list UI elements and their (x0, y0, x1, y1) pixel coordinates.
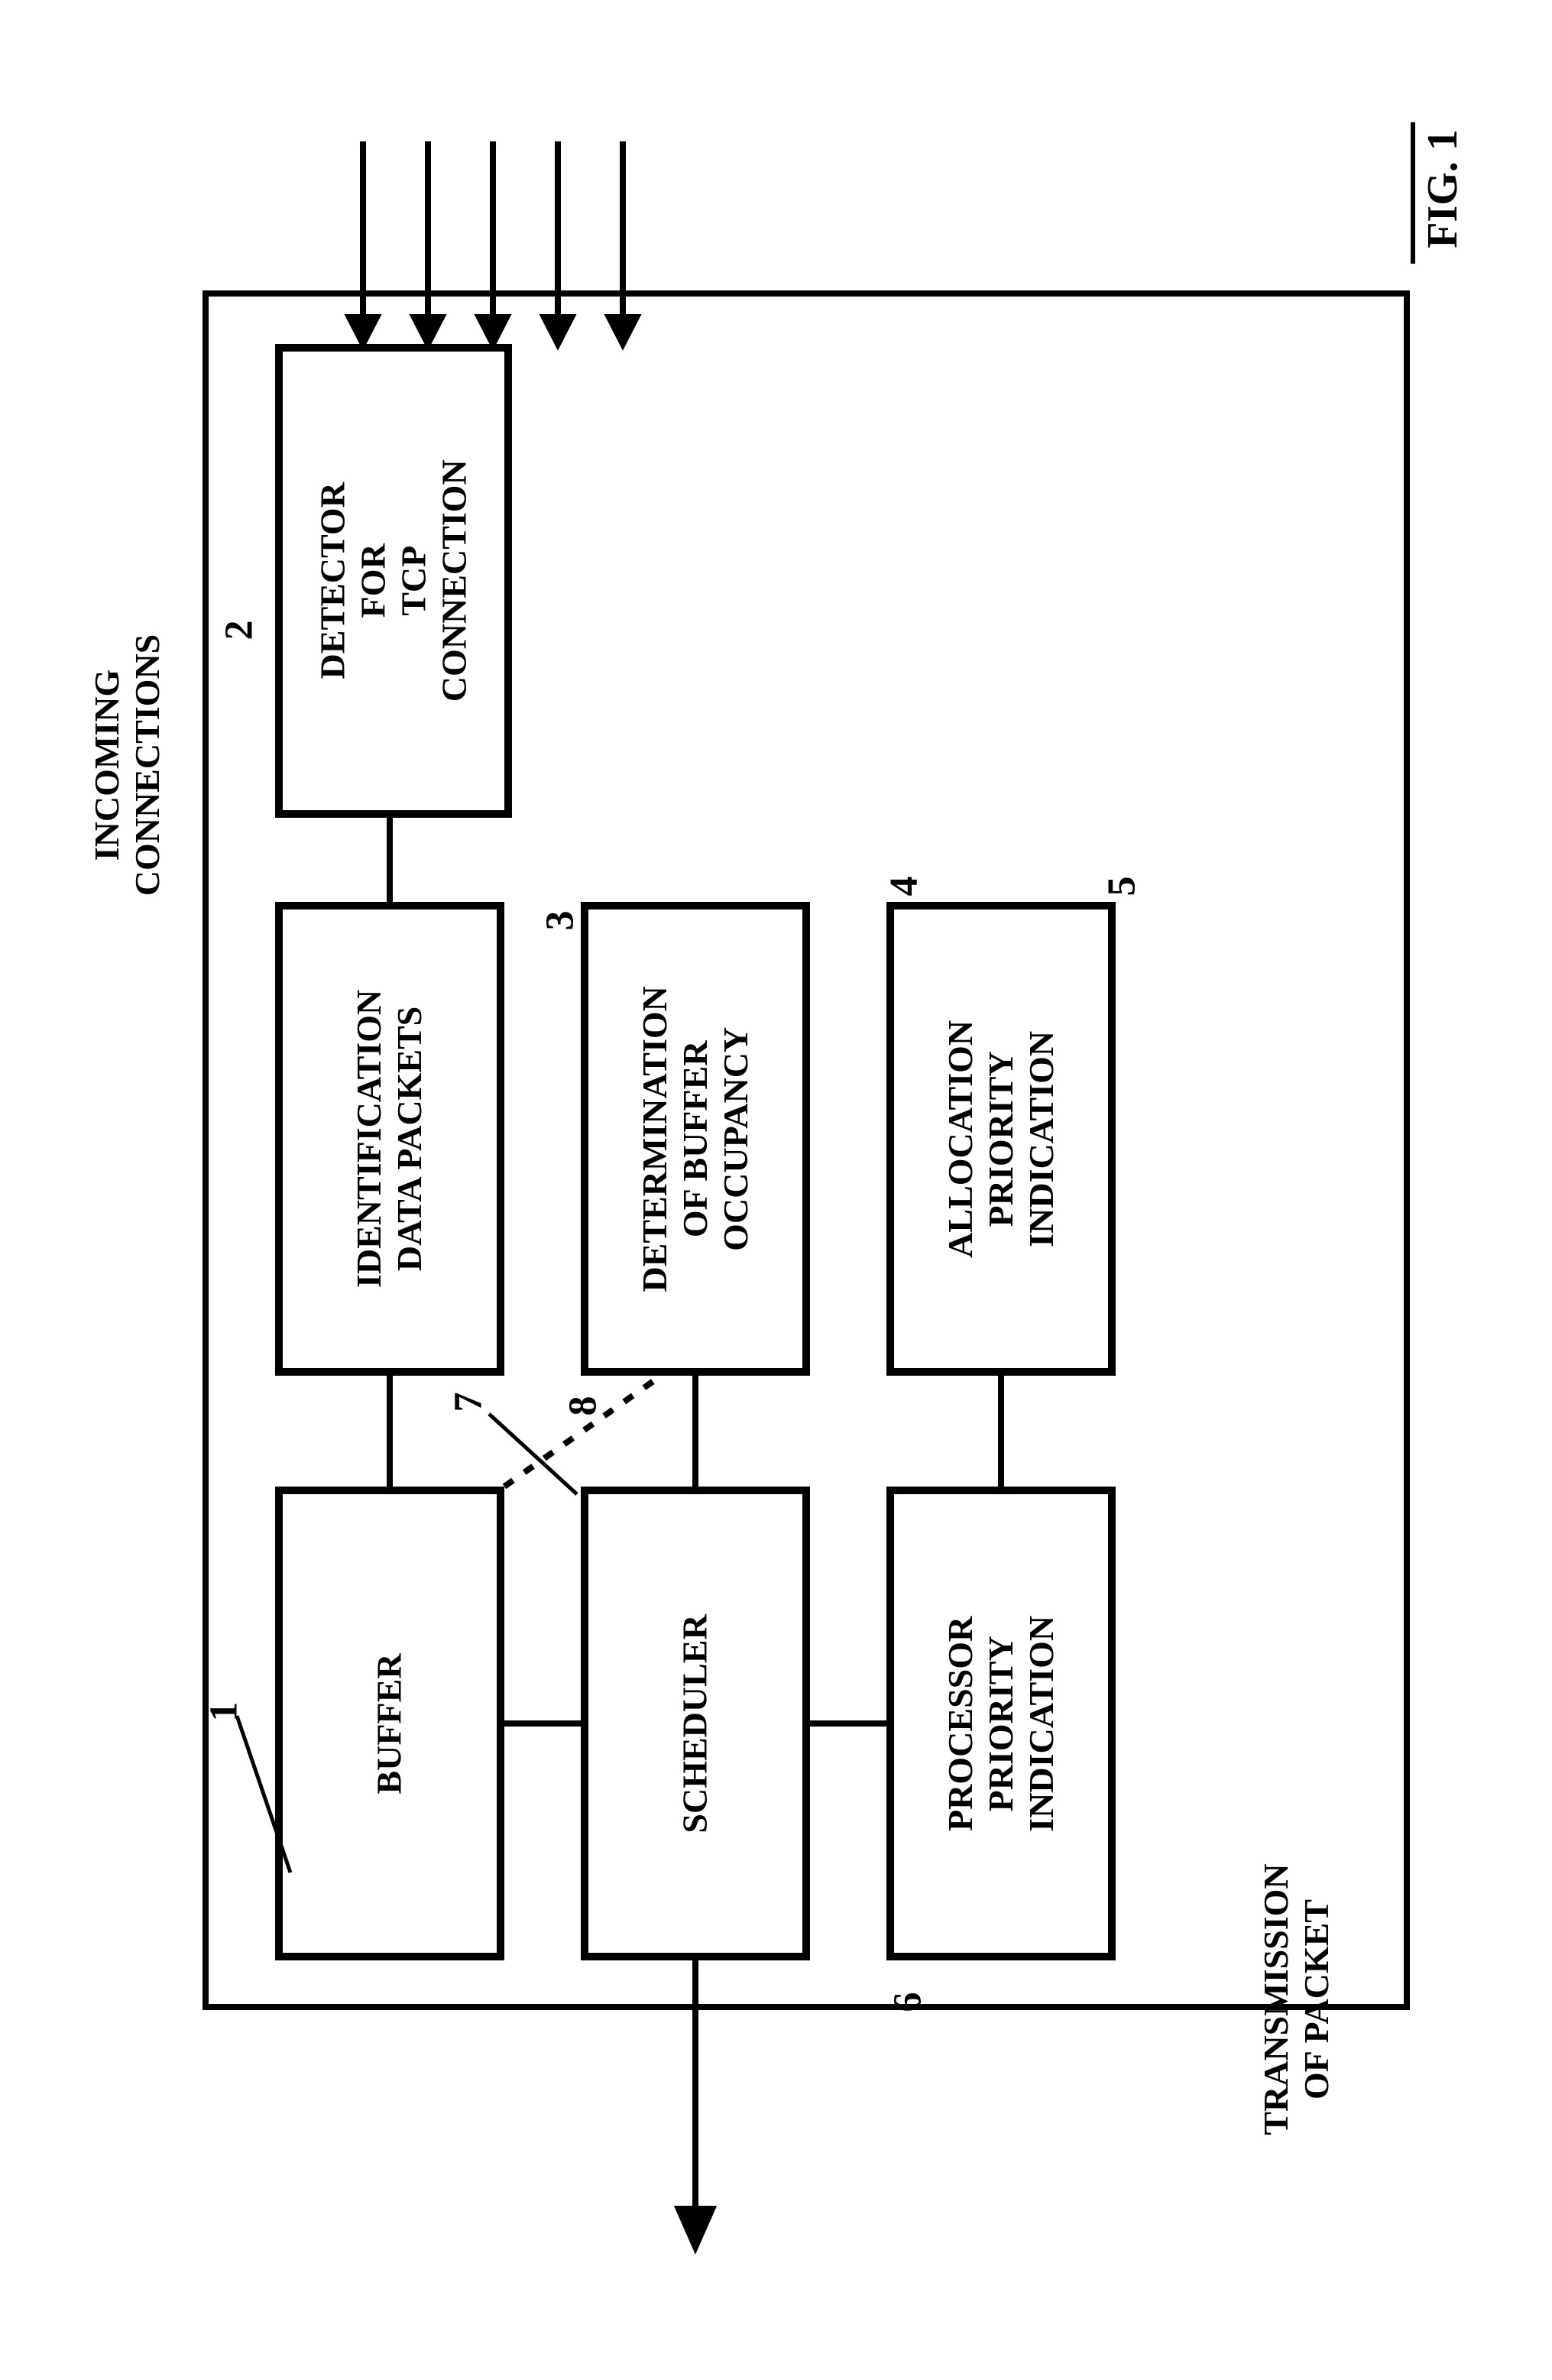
block-determination-label: DETERMINATIONOF BUFFEROCCUPANCY (635, 986, 757, 1292)
ref-7: 7 (446, 1393, 491, 1412)
ref-2: 2 (217, 621, 262, 640)
ref-6: 6 (886, 1993, 931, 2012)
figure-title: FIG. 1 (1418, 129, 1467, 248)
block-buffer: BUFFER (275, 1487, 504, 1960)
block-scheduler-label: SCHEDULER (676, 1614, 716, 1833)
ref-1: 1 (202, 1702, 247, 1722)
block-scheduler: SCHEDULER (581, 1487, 810, 1960)
block-determination: DETERMINATIONOF BUFFEROCCUPANCY (581, 902, 810, 1376)
figure-title-underline (1411, 122, 1415, 264)
block-processor-priority-label: PROCESSORPRIORITYINDICATION (941, 1616, 1062, 1832)
block-allocation: ALLOCATIONPRIORITYINDICATION (886, 902, 1116, 1376)
block-processor-priority: PROCESSORPRIORITYINDICATION (886, 1487, 1116, 1960)
block-identification-label: IDENTIFICATIONDATA PACKETS (349, 990, 430, 1288)
label-incoming-text: INCOMINGCONNECTIONS (86, 593, 167, 937)
block-detector-label: DETECTORFORTCPCONNECTION (313, 460, 475, 702)
label-transmission-text: TRANSMISSIONOF PACKET (1256, 1820, 1337, 2179)
figure-canvas: DETECTORFORTCPCONNECTION IDENTIFICATIOND… (0, 0, 1552, 2380)
label-incoming: INCOMINGCONNECTIONS (69, 577, 160, 898)
label-transmission: TRANSMISSIONOF PACKET (1238, 1796, 1330, 2148)
ref-5: 5 (1100, 877, 1145, 897)
block-detector: DETECTORFORTCPCONNECTION (275, 344, 512, 818)
block-identification: IDENTIFICATIONDATA PACKETS (275, 902, 504, 1376)
block-buffer-label: BUFFER (370, 1616, 410, 1830)
ref-4: 4 (882, 877, 927, 897)
ref-8: 8 (561, 1396, 606, 1416)
block-allocation-label: ALLOCATIONPRIORITYINDICATION (941, 1020, 1062, 1258)
ref-3: 3 (538, 911, 583, 931)
